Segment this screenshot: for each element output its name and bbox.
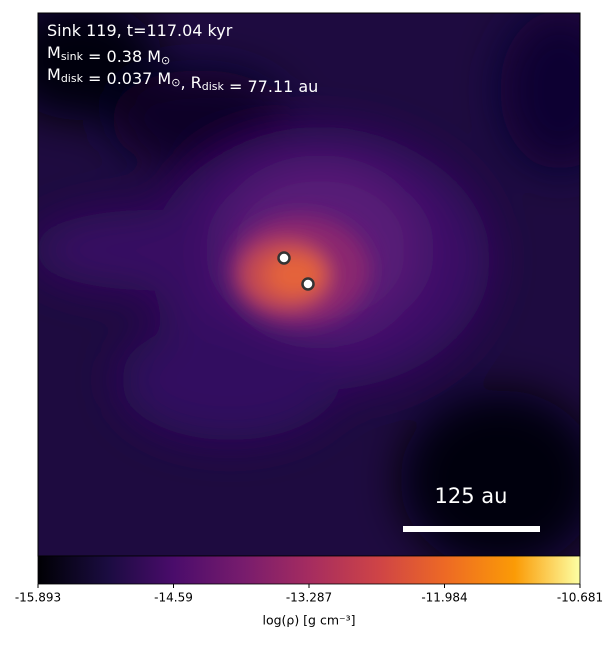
sink-marker: [301, 277, 315, 291]
annotation-text: , R: [180, 73, 201, 92]
annotation-subscript: disk: [202, 80, 225, 93]
tick-label: -11.984: [421, 591, 467, 605]
annotation-subscript: disk: [61, 72, 84, 85]
scale-bar-label: 125 au: [435, 484, 508, 508]
sink-marker: [277, 251, 291, 265]
annotation-text: = 0.037 M: [83, 69, 171, 88]
tick-label: -14.59: [154, 591, 193, 605]
annotation-text: M: [47, 65, 61, 84]
annotation-line: Mdisk = 0.037 M⊙, Rdisk = 77.11 au: [47, 65, 318, 96]
annotation-text: = 77.11 au: [224, 77, 318, 96]
annotation-subscript: ⊙: [171, 76, 180, 89]
tick-label: -15.893: [15, 591, 61, 605]
annotation-text: M: [47, 43, 61, 62]
annotation-line: Msink = 0.38 M⊙: [47, 43, 170, 68]
annotation-text: = 0.38 M: [83, 47, 161, 66]
colorbar-label: log(ρ) [g cm⁻³]: [262, 613, 355, 628]
colorbar: [37, 555, 581, 585]
density-map: 125 au: [38, 13, 580, 556]
tick-label: -13.287: [286, 591, 332, 605]
annotation-text: Sink 119, t=117.04 kyr: [47, 21, 233, 40]
tick-label: -10.681: [557, 591, 603, 605]
annotation-subscript: sink: [61, 50, 84, 63]
annotation-subscript: ⊙: [161, 54, 170, 67]
annotation-line: Sink 119, t=117.04 kyr: [47, 21, 233, 40]
